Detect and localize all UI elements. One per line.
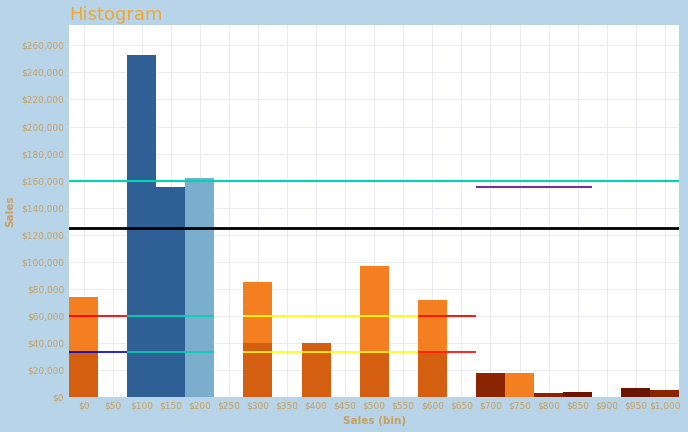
Bar (244, 282, 272, 397)
Text: Histogram: Histogram (69, 6, 162, 24)
Bar (563, 392, 592, 397)
Bar (621, 388, 650, 397)
Bar (127, 55, 156, 397)
Bar (301, 343, 330, 397)
Bar (360, 353, 389, 397)
Bar (244, 343, 272, 397)
Bar (185, 178, 214, 397)
Bar (156, 187, 185, 397)
Y-axis label: Sales: Sales (6, 195, 16, 227)
Bar (69, 353, 98, 397)
X-axis label: Sales (bin): Sales (bin) (343, 416, 406, 426)
Bar (621, 388, 650, 397)
Bar (418, 353, 447, 397)
Bar (418, 300, 447, 397)
Bar (650, 390, 679, 397)
Bar (476, 373, 505, 397)
Bar (301, 343, 330, 397)
Bar (563, 392, 592, 397)
Bar (69, 297, 98, 397)
Bar (360, 266, 389, 397)
Bar (534, 393, 563, 397)
Bar (505, 373, 534, 397)
